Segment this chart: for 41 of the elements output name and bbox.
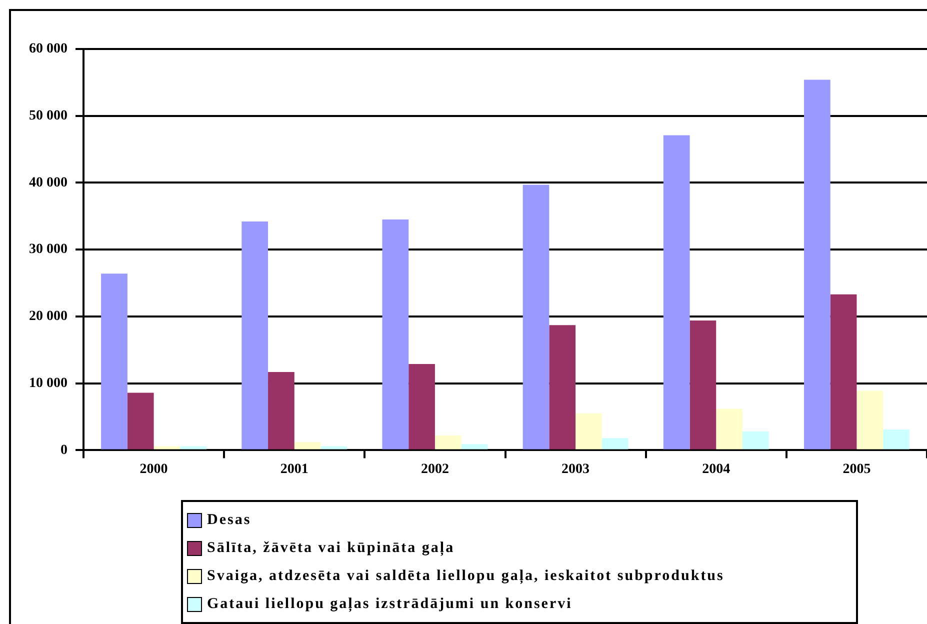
bar xyxy=(663,135,690,450)
bar xyxy=(804,80,830,450)
y-tick-label: 60 000 xyxy=(29,42,68,57)
bar xyxy=(382,220,409,450)
bar xyxy=(461,444,488,450)
y-tick-label: 30 000 xyxy=(29,242,68,258)
bar xyxy=(154,446,180,450)
y-tick-label: 10 000 xyxy=(29,376,68,391)
legend-label: Sālīta, žāvēta vai kūpināta gaļa xyxy=(207,540,455,556)
y-tick-label: 40 000 xyxy=(29,175,68,190)
bar xyxy=(294,442,321,450)
legend-label: Svaiga, atdzesēta vai saldēta liellopu gaļa, ieskaitot subproduktus xyxy=(207,568,724,584)
y-tick-label: 50 000 xyxy=(29,108,68,124)
bar xyxy=(742,431,769,450)
bar xyxy=(690,320,716,450)
bar xyxy=(320,446,348,450)
x-tick-label: 2002 xyxy=(420,462,449,478)
bar xyxy=(127,392,154,450)
bar xyxy=(242,222,268,450)
x-tick-label: 2000 xyxy=(140,462,168,478)
x-tick-label: 2004 xyxy=(702,462,730,478)
x-tick-label: 2003 xyxy=(562,462,590,478)
bar xyxy=(180,446,207,450)
bar xyxy=(408,364,435,450)
bar xyxy=(434,435,462,450)
bar xyxy=(576,413,602,450)
bar xyxy=(856,390,884,450)
y-tick-label: 0 xyxy=(60,442,68,458)
bar xyxy=(101,274,128,450)
bar xyxy=(716,408,742,450)
bar xyxy=(830,294,857,450)
x-tick-label: 2005 xyxy=(842,462,871,478)
bar xyxy=(268,372,294,450)
legend-label: Gataui liellopu gaļas izstrādājumi un konservi xyxy=(207,596,572,612)
bar xyxy=(602,438,628,450)
x-tick-label: 2001 xyxy=(280,462,308,478)
bar xyxy=(522,184,550,450)
bar xyxy=(883,429,910,450)
y-tick-label: 20 000 xyxy=(29,309,68,324)
legend-label: Desas xyxy=(207,512,252,528)
bar xyxy=(549,325,576,450)
